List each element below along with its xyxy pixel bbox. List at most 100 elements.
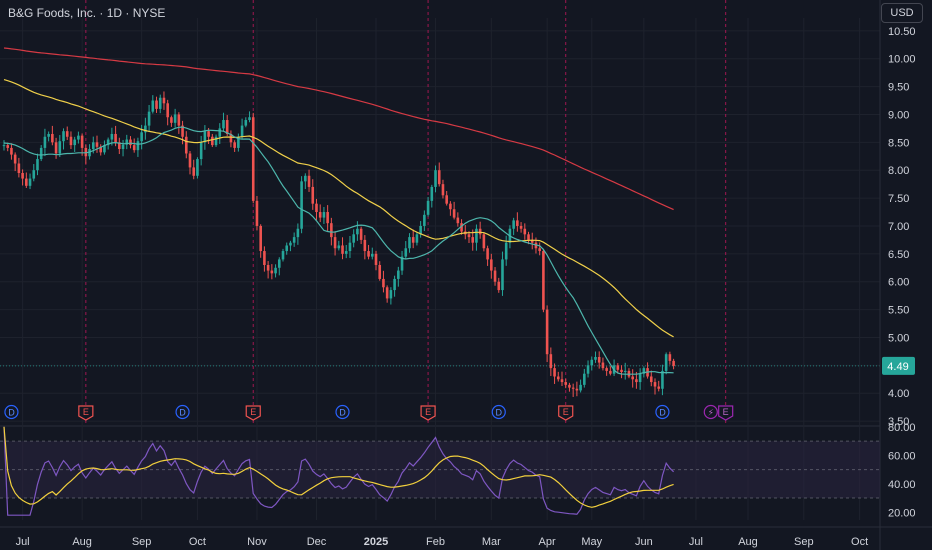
candle-body [58,141,62,154]
price-tick-label: 9.50 [888,82,909,94]
rsi-tick-label: 60.00 [888,450,916,462]
earnings-icon [245,405,261,421]
candle-body [668,354,672,361]
split-label: ⚡ [708,409,714,419]
candle-body [181,125,184,137]
candle-body [203,131,207,143]
candle-body [482,234,486,249]
candle-body [408,237,411,249]
dividend-icon [491,404,506,420]
candle-body [248,117,251,121]
candle-body [486,248,489,260]
candle-body [32,170,36,179]
candle-body [605,368,608,371]
candle-body [140,132,143,142]
time-tick-label: Oct [189,536,206,548]
earnings-icon [78,405,94,421]
candle-body [664,354,668,371]
candle-body [374,253,378,265]
candle-body [318,212,322,218]
price-tick-label: 4.00 [888,388,909,400]
candle-body [497,281,501,291]
candle-body [13,154,17,164]
candle-body [337,245,341,249]
dividend-label: D [179,408,186,418]
sma200-line [3,47,674,211]
earnings-label: E [250,407,256,417]
candle-body [125,139,129,145]
candle-body [590,359,594,366]
candle-body [370,253,374,257]
candle-body [631,376,634,380]
candle-body [270,270,274,274]
time-axis[interactable]: Jul Aug Sep Oct Nov Dec 2025 Feb Mar Apr May Jun Jul… [16,536,869,548]
dividend-icon [4,404,19,420]
earnings-label: E [563,407,569,417]
candle-body [341,245,344,254]
dividend-icon [335,404,350,420]
candle-body [583,373,586,385]
split-icon [703,404,718,420]
candle-body [330,223,333,238]
candle-body [456,217,460,224]
candle-body [263,251,266,265]
candle-body [571,387,575,389]
candle-body [21,172,24,179]
candle-body [54,142,58,154]
candle-body [147,111,151,126]
candle-body [400,256,404,271]
candle-body [39,147,43,160]
earnings-icon [718,405,734,421]
candle-body [523,228,527,235]
candle-body [103,145,106,153]
time-tick-label: Aug [72,536,92,548]
candle-body [623,370,627,373]
candle-body [233,142,236,148]
candle-body [575,388,579,391]
candles[interactable] [2,91,675,397]
candle-body [530,239,534,243]
candle-body [199,142,203,160]
candle-body [504,242,508,260]
candle-body [292,237,296,243]
sma50-line [3,79,674,338]
rsi-tick-label: 40.00 [888,479,916,491]
candle-body [311,186,315,204]
time-tick-label: Oct [851,536,868,548]
candle-body [281,251,285,260]
last-price-label: 4.49 [887,361,908,373]
candle-body [385,287,389,299]
candle-body [304,175,307,182]
candle-body [158,97,162,109]
candle-body [80,135,84,148]
candle-body [601,362,605,369]
candle-body [397,270,400,279]
candle-body [419,225,422,235]
candle-body [560,379,564,383]
candle-body [363,239,367,252]
candle-body [579,384,582,391]
price-axis[interactable]: 10.50 10.00 9.50 9.00 8.50 8.00 7.50 7.00 6.50 6.… [882,26,916,519]
time-tick-label: Jul [16,536,30,548]
candle-body [452,209,456,218]
chart-title: B&G Foods, Inc. · 1D · NYSE [8,6,166,20]
candle-body [2,145,6,147]
candle-body [549,354,553,369]
candle-body [356,228,359,235]
candle-body [214,136,218,146]
candle-body [192,167,196,176]
candle-body [229,133,233,143]
candle-body [211,136,214,146]
candle-body [597,356,601,363]
candle-body [155,100,158,109]
time-tick-label: Jun [635,536,653,548]
candle-body [478,228,482,235]
currency-button[interactable]: USD [881,3,923,23]
rsi-pane [0,426,880,516]
candle-body [475,228,478,243]
event-markers[interactable]: D E D E D E D E D ⚡ E [4,404,734,421]
candle-body [136,141,140,151]
candle-body [642,368,646,374]
candle-body [367,251,370,257]
